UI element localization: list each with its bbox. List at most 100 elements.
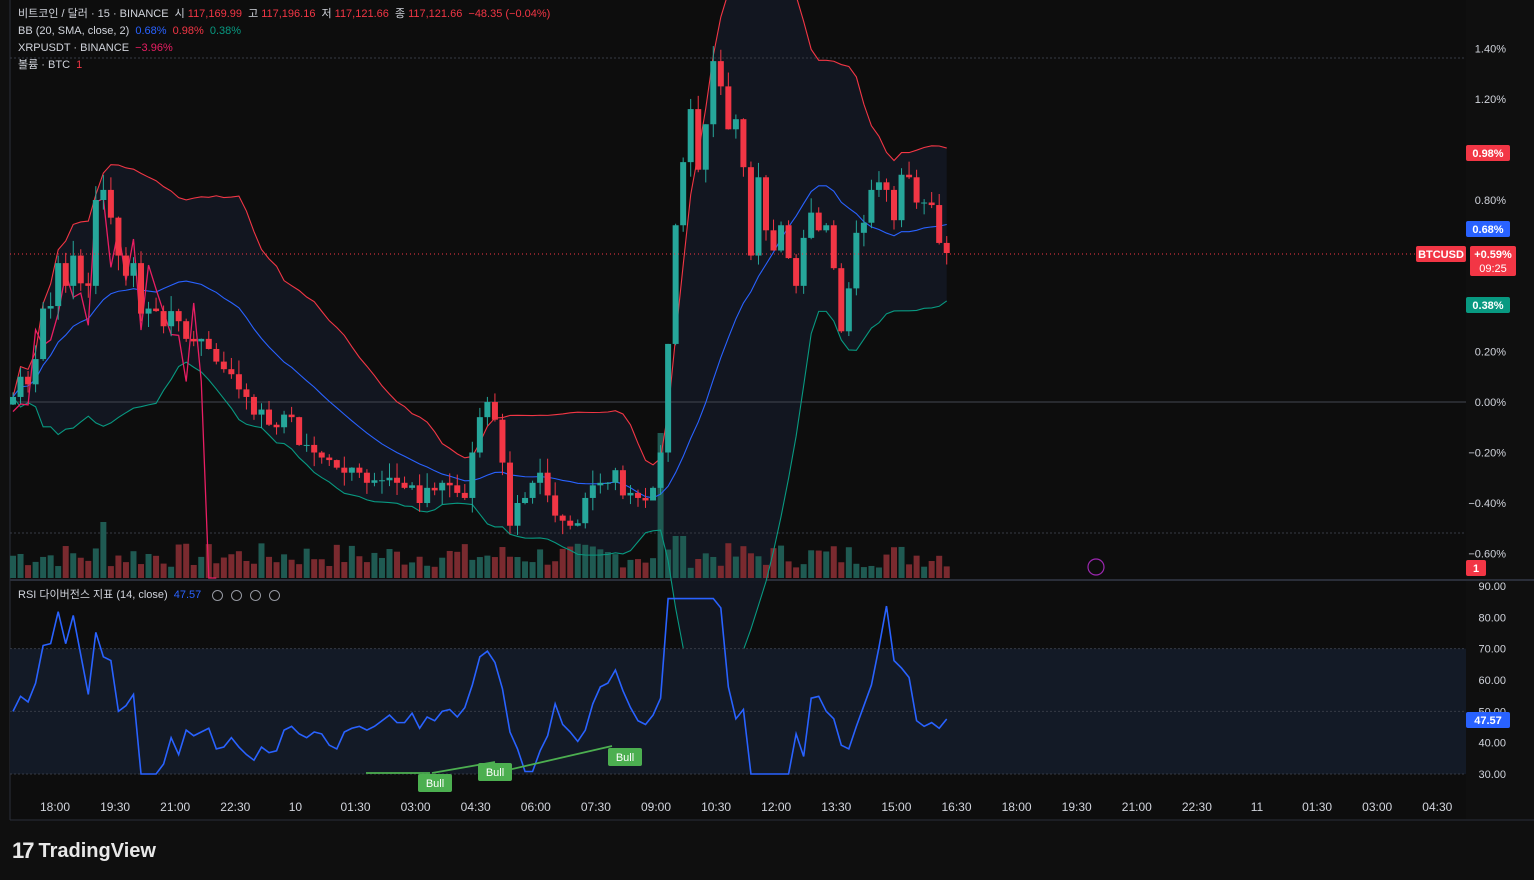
candle [190, 338, 197, 342]
candle [454, 485, 461, 493]
candle [446, 482, 453, 486]
candle [153, 308, 160, 312]
time-tick-label: 04:30 [461, 800, 491, 814]
symbol-badge: BTCUSD [1418, 249, 1464, 261]
candle [740, 119, 747, 168]
candle [122, 255, 129, 276]
volume-bar [710, 556, 717, 578]
candle [936, 205, 943, 243]
volume-bar [10, 555, 16, 578]
volume-bar [815, 550, 822, 578]
bb-basis-badge-bg [1466, 221, 1510, 237]
volume-legend[interactable]: 볼륨 · BTC 1 [18, 58, 85, 72]
volume-bar [484, 555, 491, 578]
bull-label-bg [608, 748, 642, 766]
time-tick-label: 10:30 [701, 800, 731, 814]
symbol-legend[interactable]: 비트코인 / 달러 · 15 · BINANCE 시 117,169.99 고 11… [18, 7, 553, 21]
volume-bar [634, 559, 641, 578]
volume-bar [687, 567, 694, 578]
volume-bar [446, 550, 453, 578]
rsi-pane: Bull Bull Bull [10, 597, 1466, 792]
divergence-line [494, 745, 613, 774]
volume-bar [597, 549, 604, 578]
time-tick-label: 06:00 [521, 800, 551, 814]
candle [785, 225, 792, 259]
volume-bar [574, 543, 581, 578]
volume-bar [356, 556, 363, 578]
volume-bar [936, 555, 943, 578]
candle [431, 487, 438, 491]
candle [145, 308, 152, 314]
volume-bar [288, 559, 295, 578]
time-tick-label: 21:00 [1122, 800, 1152, 814]
candle [619, 470, 626, 496]
volume-bar [589, 546, 596, 578]
time-tick-label: 21:00 [160, 800, 190, 814]
price-tick-label: 0.80% [1475, 195, 1506, 207]
candle [567, 520, 574, 526]
price-tick-label: −0.60% [1468, 549, 1506, 561]
time-tick-label: 18:00 [40, 800, 70, 814]
volume-bar [17, 553, 24, 578]
candle [326, 457, 333, 461]
candle [70, 255, 77, 286]
volume-bar [943, 566, 950, 578]
volume-bar [491, 557, 498, 578]
candle [642, 497, 649, 501]
candle [55, 263, 62, 307]
hidden-value-icon [250, 589, 262, 601]
rsi-tick-label: 90.00 [1478, 581, 1506, 593]
volume-badge: 1 [1473, 563, 1479, 575]
xrp-legend[interactable]: XRPUSDT · BINANCE −3.96% [18, 41, 176, 55]
time-tick-label: 09:00 [641, 800, 671, 814]
rsi-tick-label: 40.00 [1478, 738, 1506, 750]
close-label: 종 [394, 8, 406, 20]
candle [928, 202, 935, 206]
volume-bar [77, 557, 84, 578]
volume-bar [529, 562, 536, 578]
volume-bar [778, 545, 785, 578]
volume-bar [273, 562, 280, 578]
candle [243, 389, 250, 397]
candle [665, 343, 672, 453]
bb-lower-badge: 0.38% [1472, 300, 1503, 312]
time-tick-label: 18:00 [1002, 800, 1032, 814]
time-tick-label: 13:30 [821, 800, 851, 814]
candle [725, 86, 732, 130]
price-pane [10, 0, 1466, 705]
volume-bar [906, 564, 913, 578]
time-tick-label: 15:00 [881, 800, 911, 814]
volume-bar [469, 559, 476, 578]
volume-bar [281, 554, 288, 578]
volume-bar [732, 556, 739, 578]
time-tick-label: 01:30 [1302, 800, 1332, 814]
candle [138, 263, 145, 314]
time-tick-label: 07:30 [581, 800, 611, 814]
candle [250, 396, 257, 415]
volume-bar [499, 547, 506, 578]
rsi-legend[interactable]: RSI 다이버전스 지표 (14, close) 47.57 [18, 588, 283, 602]
rsi-value: 47.57 [173, 589, 202, 601]
candle [273, 424, 280, 428]
candle [333, 460, 340, 468]
bb-lower-value: 0.38% [209, 25, 242, 37]
bb-legend[interactable]: BB (20, SMA, close, 2) 0.68% 0.98% 0.38% [18, 24, 244, 38]
volume-bar [213, 563, 220, 578]
volume-bar [522, 561, 529, 578]
countdown-badge: 09:25 [1479, 263, 1507, 275]
volume-bar [747, 553, 754, 578]
volume-bar [183, 543, 190, 578]
symbol-title[interactable]: 비트코인 / 달러 · 15 · BINANCE [18, 8, 169, 20]
candle [409, 485, 416, 488]
price-tick-label: 1.40% [1475, 44, 1506, 56]
volume-badge-bg [1466, 560, 1486, 576]
candle [597, 482, 604, 486]
volume-bar [830, 546, 837, 578]
tradingview-branding[interactable]: 17 TradingView [12, 838, 156, 864]
volume-bar [55, 566, 62, 578]
candle [62, 263, 69, 286]
bull-label-bg [418, 774, 452, 792]
candle [386, 477, 393, 481]
candle [32, 359, 39, 385]
